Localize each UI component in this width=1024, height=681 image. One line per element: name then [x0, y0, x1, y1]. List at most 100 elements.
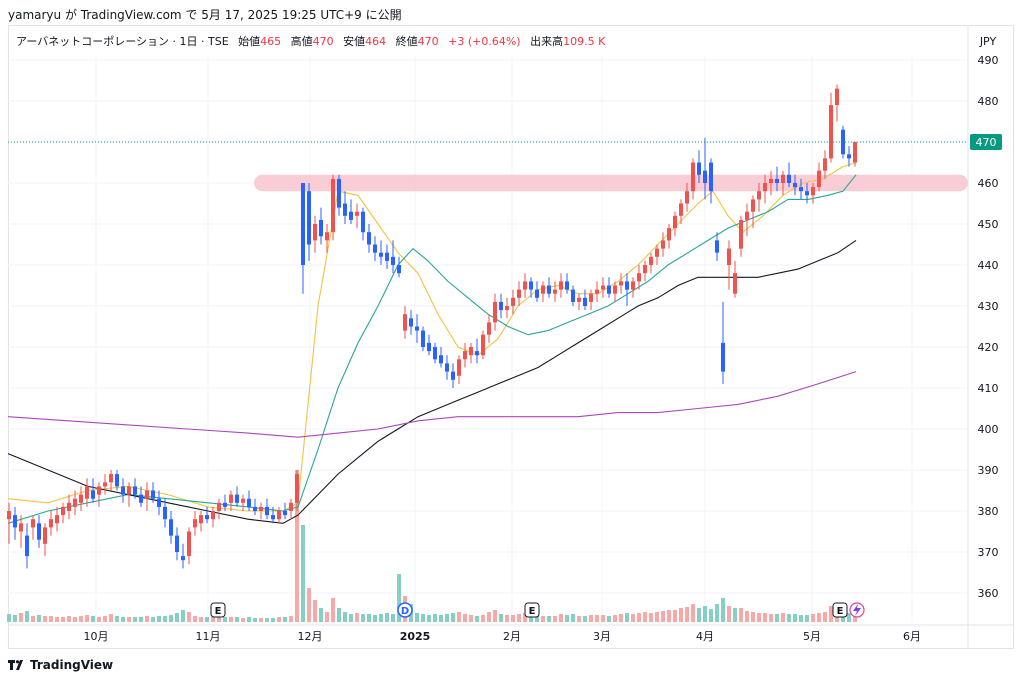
support-zone-band [254, 174, 968, 192]
high-value: 470 [312, 35, 334, 48]
volume-bar [775, 614, 779, 622]
candle-body [733, 273, 737, 294]
volume-bar [439, 615, 443, 622]
volume-bar [559, 614, 563, 622]
candle-body [259, 506, 263, 511]
candle [241, 494, 245, 511]
volume-bar [373, 615, 377, 622]
price-tick-label: 450 [978, 218, 999, 231]
volume-bar [313, 600, 317, 622]
candle [829, 92, 833, 163]
candle-body [79, 494, 83, 503]
candle-body [757, 191, 761, 200]
earnings-marker-box[interactable] [210, 602, 226, 618]
candle [697, 150, 701, 183]
volume-bar [817, 613, 821, 622]
volume-bar [169, 615, 173, 622]
candle-body [181, 556, 185, 561]
candle [235, 486, 239, 507]
time-tick-label: 2025 [400, 630, 431, 643]
candle-body [163, 506, 167, 520]
candle [727, 240, 731, 290]
candle [559, 273, 563, 298]
candle [91, 478, 95, 503]
volume-bar [103, 616, 107, 622]
candle [541, 281, 545, 302]
event-marker-label[interactable]: D [401, 606, 409, 617]
event-marker-label[interactable]: E [837, 606, 844, 617]
event-marker-label[interactable]: E [529, 606, 536, 617]
candle-body [577, 297, 581, 302]
volume-bar [397, 574, 401, 622]
time-tick-label: 5月 [803, 630, 821, 643]
volume-bar [115, 616, 119, 622]
candle-body [661, 240, 665, 249]
candle-body [25, 535, 29, 557]
moving-average-line [7, 371, 857, 438]
candle [817, 162, 821, 192]
volume-bar [673, 610, 677, 622]
candle-body [433, 347, 437, 360]
volume-bar [265, 618, 269, 622]
candle [397, 256, 401, 278]
low-label: 安値 [343, 35, 366, 48]
candle [271, 506, 275, 524]
candle-body [205, 515, 209, 520]
candlesticks [7, 84, 857, 569]
volume-bar [577, 616, 581, 622]
candle-body [427, 342, 431, 352]
earnings-marker-box[interactable] [832, 602, 848, 618]
volume-bar [811, 614, 815, 622]
candle-body [547, 285, 551, 294]
earnings-marker-box[interactable] [524, 602, 540, 618]
candle [163, 498, 167, 528]
candle [439, 347, 443, 368]
candle [565, 273, 569, 294]
candle [655, 244, 659, 265]
volume-bar [205, 617, 209, 622]
dividend-marker-circle[interactable] [397, 602, 413, 618]
candle [349, 199, 353, 224]
volume-value: 109.5 K [563, 35, 606, 48]
volume-bar [511, 615, 515, 622]
candle-body [769, 178, 773, 183]
candle [505, 297, 509, 319]
volume-bar [655, 612, 659, 622]
candle [145, 482, 149, 511]
candle-body [685, 191, 689, 204]
candle-body [823, 158, 827, 171]
volume-bar [301, 525, 305, 622]
volume-bar [829, 606, 833, 622]
volume-bar [643, 612, 647, 622]
volume-bar [283, 617, 287, 622]
candle-body [61, 506, 65, 516]
candle-body [571, 289, 575, 302]
event-marker-label[interactable]: E [215, 606, 222, 617]
candle-body [751, 199, 755, 212]
volume-bar [241, 618, 245, 622]
volume-bar [493, 610, 497, 622]
candle-body [373, 244, 377, 253]
volume-bar [679, 608, 683, 622]
candle [433, 342, 437, 364]
candle-body [115, 474, 119, 487]
open-label: 始値 [238, 35, 261, 48]
candle-body [463, 351, 467, 360]
price-axis[interactable]: 470 360 370 380 390 400 410 420 430 440 450 460 480 4… [967, 26, 1002, 649]
time-axis[interactable]: 10月 11月 12月 2025 2月 3月 4月 5月 6月 [8, 624, 1014, 643]
volume-bar [637, 613, 641, 622]
candle [703, 137, 707, 200]
candle-body [457, 359, 461, 376]
candle-body [553, 289, 557, 294]
currency-button[interactable]: JPY [970, 30, 1006, 52]
volume-bar [727, 606, 731, 622]
candle [691, 158, 695, 200]
candle [601, 277, 605, 298]
candle [301, 183, 305, 294]
candle [847, 146, 851, 167]
time-tick-label: 4月 [696, 630, 714, 643]
candle [55, 506, 59, 532]
tradingview-logo-text: TradingView [30, 658, 114, 672]
